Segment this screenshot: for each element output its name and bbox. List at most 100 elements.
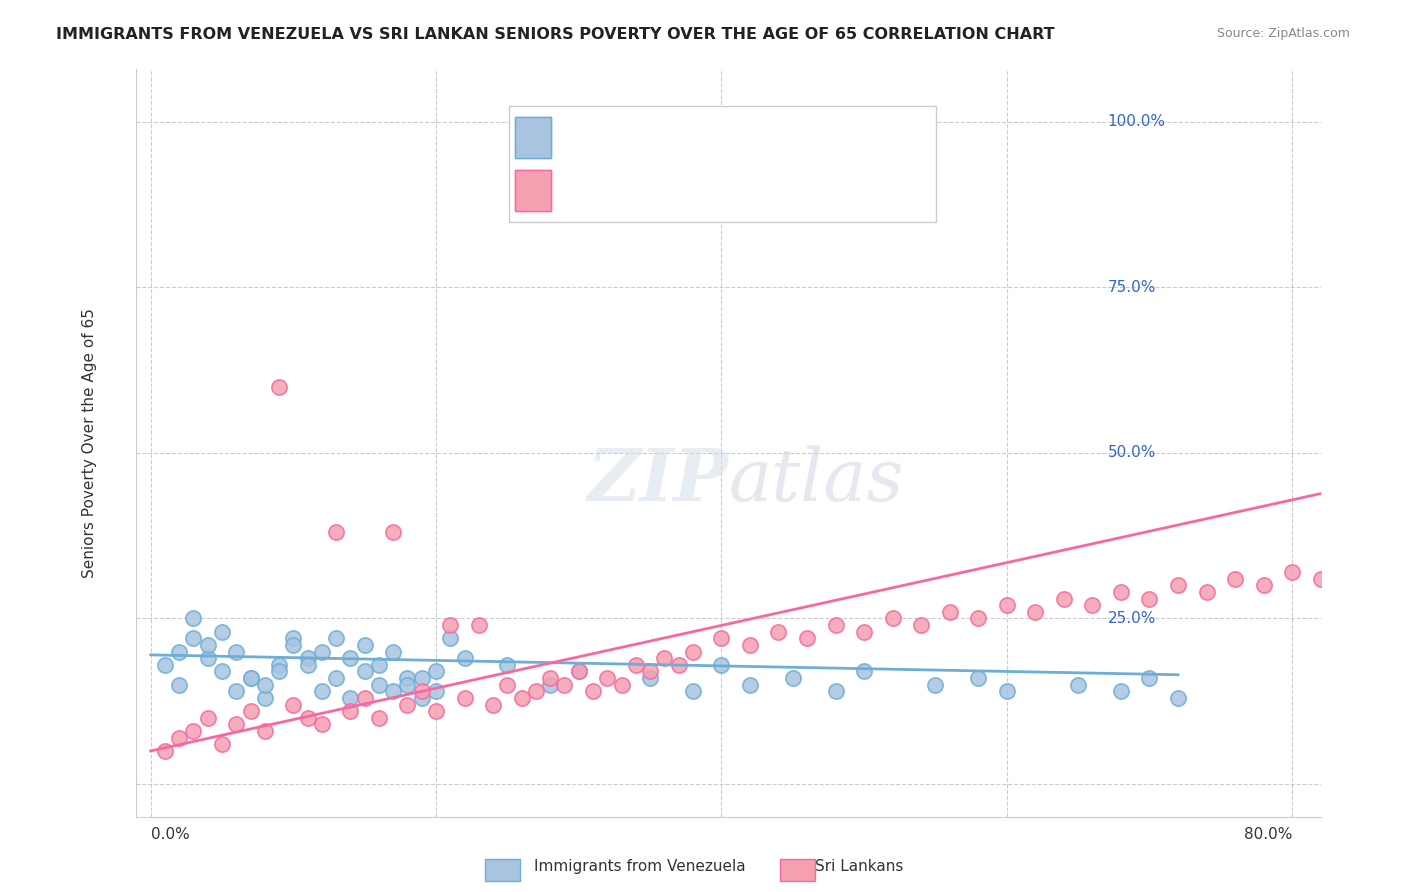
Point [297,651,319,665]
Point [738,678,761,692]
Point [311,644,333,658]
Point [239,671,262,685]
Point [938,605,960,619]
Point [538,671,561,685]
Point [738,638,761,652]
Text: Source: ZipAtlas.com: Source: ZipAtlas.com [1216,27,1350,40]
Point [1139,591,1161,606]
Point [510,690,533,705]
Point [1109,684,1132,698]
Point [396,671,419,685]
Point [396,678,419,692]
Point [568,665,591,679]
Point [596,671,619,685]
Point [1167,690,1189,705]
Point [796,632,818,646]
Point [710,632,733,646]
Point [524,684,547,698]
Point [1139,671,1161,685]
Point [267,379,290,393]
Point [197,651,219,665]
Point [1281,565,1303,579]
Text: Sri Lankans: Sri Lankans [815,859,904,874]
Point [425,684,447,698]
Point [183,724,205,739]
Point [768,624,790,639]
Point [967,611,990,625]
Point [439,618,461,632]
Point [283,698,305,712]
Text: Seniors Poverty Over the Age of 65: Seniors Poverty Over the Age of 65 [82,308,97,578]
Point [782,671,804,685]
Point [1081,598,1104,612]
Point [610,678,633,692]
Point [995,598,1018,612]
Text: R = 0.498   N = 66: R = 0.498 N = 66 [562,182,707,197]
Point [353,638,375,652]
Point [297,657,319,672]
Point [368,678,391,692]
Point [553,678,575,692]
Point [153,744,176,758]
Point [1167,578,1189,592]
Point [239,671,262,685]
Point [311,717,333,731]
Point [853,665,876,679]
Point [183,632,205,646]
Point [1367,565,1389,579]
Point [1309,572,1331,586]
Point [638,665,661,679]
Point [453,651,475,665]
Point [1395,551,1406,566]
Point [682,684,704,698]
Point [995,684,1018,698]
Point [1223,572,1246,586]
Text: 25.0%: 25.0% [1108,611,1156,626]
Point [1339,558,1361,573]
Point [468,618,491,632]
Point [325,525,347,540]
Point [197,638,219,652]
Point [382,525,405,540]
Point [425,704,447,718]
Point [1067,678,1090,692]
Point [211,624,233,639]
Text: Immigrants from Venezuela: Immigrants from Venezuela [534,859,747,874]
Point [297,711,319,725]
Point [453,690,475,705]
Point [339,651,361,665]
Point [267,657,290,672]
Point [967,671,990,685]
Point [311,684,333,698]
Point [283,638,305,652]
FancyBboxPatch shape [516,117,551,159]
Point [353,665,375,679]
Text: atlas: atlas [728,445,904,516]
Point [167,731,190,745]
Point [153,657,176,672]
Point [924,678,946,692]
Point [368,711,391,725]
Point [682,644,704,658]
Point [167,678,190,692]
Point [197,711,219,725]
Point [167,644,190,658]
FancyBboxPatch shape [516,169,551,211]
Point [1053,591,1076,606]
Point [253,678,276,692]
Point [325,632,347,646]
Point [882,611,904,625]
Point [439,632,461,646]
Point [411,671,433,685]
Text: 0.0%: 0.0% [150,827,190,842]
Text: 50.0%: 50.0% [1108,445,1156,460]
Text: 100.0%: 100.0% [1108,114,1166,129]
Point [411,684,433,698]
Point [353,690,375,705]
Point [652,651,675,665]
Point [582,684,605,698]
Point [211,665,233,679]
Point [283,632,305,646]
Point [1253,578,1275,592]
Point [710,657,733,672]
